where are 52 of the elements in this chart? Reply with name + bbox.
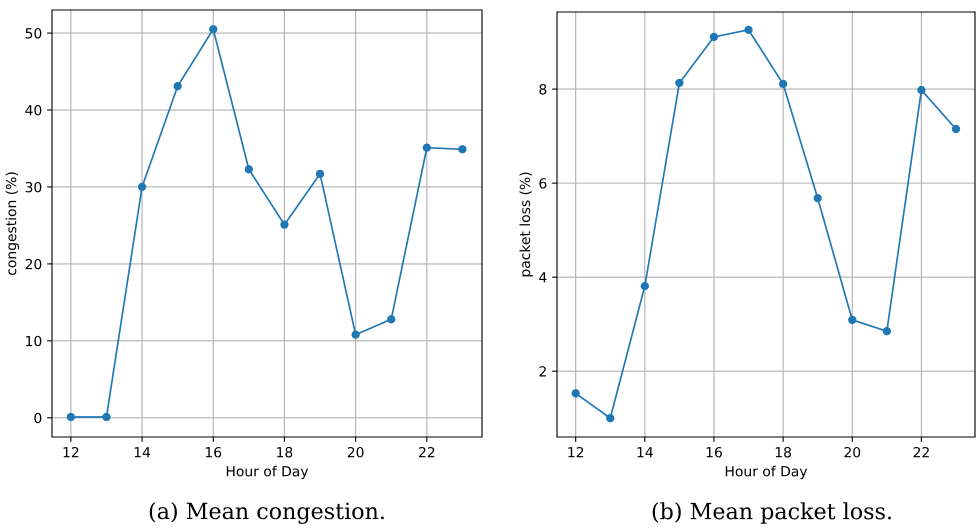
text: (a) Mean congestion. <box>150 502 384 524</box>
y-tick-label: 10 <box>26 336 42 346</box>
point <box>209 25 218 34</box>
point <box>848 316 856 324</box>
y-tick-label: 50 <box>26 28 42 39</box>
point <box>280 220 289 229</box>
y-tick-label: 6 <box>539 178 546 189</box>
x-tick-label: 12 <box>568 446 584 458</box>
point <box>351 330 360 339</box>
point <box>814 194 822 202</box>
point <box>640 282 649 290</box>
point <box>316 170 324 178</box>
x-tick-label: 18 <box>776 446 791 458</box>
x-axis-title: Hour of Day <box>726 466 808 480</box>
y-tick-label: 40 <box>25 104 42 116</box>
point <box>744 26 753 34</box>
point <box>952 124 960 134</box>
point <box>66 412 76 422</box>
point <box>422 144 431 152</box>
point <box>917 86 926 94</box>
x-tick-label: 20 <box>348 446 364 458</box>
point <box>572 389 580 398</box>
point <box>138 182 146 192</box>
y-axis-title: packet loss (%) <box>519 172 533 276</box>
x-tick-label: 16 <box>206 446 222 458</box>
point <box>882 327 892 336</box>
x-tick-label: 20 <box>844 446 860 458</box>
x-tick-label: 22 <box>914 446 929 458</box>
y-tick-label: 30 <box>26 182 42 192</box>
x-tick-label: 22 <box>419 446 434 458</box>
y-tick-label: 2 <box>539 366 546 376</box>
point <box>102 412 111 422</box>
point <box>173 82 182 90</box>
x-tick-label: 18 <box>277 446 292 458</box>
y-tick-label: 8 <box>539 84 546 95</box>
point <box>606 414 614 422</box>
point <box>387 315 396 324</box>
point <box>458 145 467 154</box>
x-tick-label: 14 <box>638 447 653 458</box>
x-tick-label: 12 <box>64 446 78 458</box>
x-tick-label: 16 <box>706 446 722 458</box>
point <box>244 165 254 174</box>
x-tick-label: 14 <box>134 447 150 458</box>
point <box>675 78 684 88</box>
y-tick-label: 20 <box>26 258 42 270</box>
point <box>710 32 718 42</box>
x-axis-title: Hour of Day <box>226 466 308 480</box>
y-tick-label: 0 <box>34 412 42 424</box>
point <box>778 80 788 88</box>
y-axis-title: congestion (%) <box>6 172 20 276</box>
y-tick-label: 4 <box>539 272 546 282</box>
text: (b) Mean packet loss. <box>652 502 891 524</box>
